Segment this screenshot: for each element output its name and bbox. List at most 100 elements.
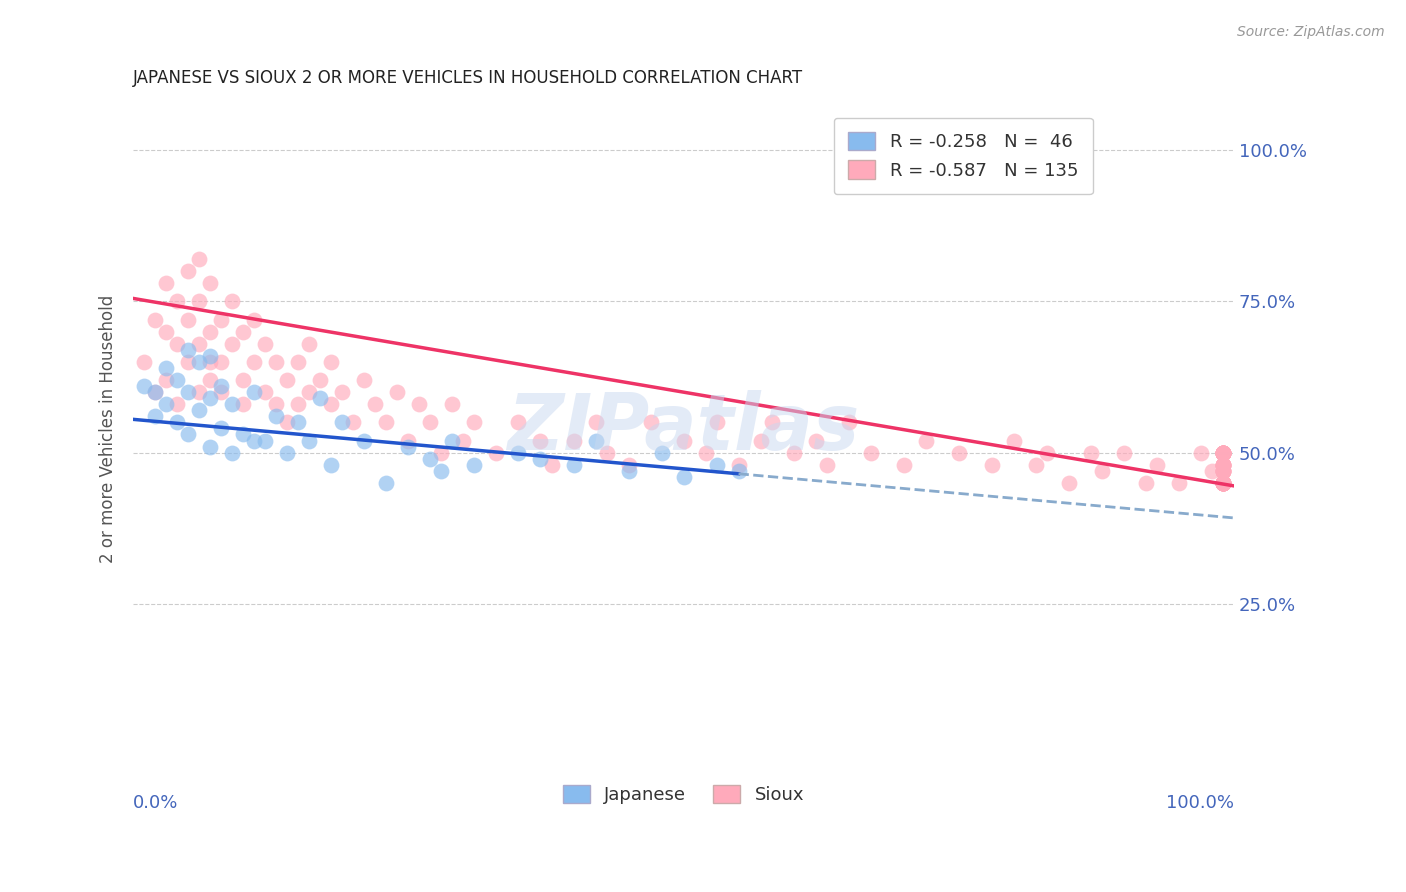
Point: [177, 264, 200, 278]
Point: [332, 416, 354, 430]
Point: [672, 470, 695, 484]
Point: [134, 355, 156, 369]
Point: [1212, 445, 1234, 459]
Point: [287, 397, 309, 411]
Point: [1212, 445, 1234, 459]
Point: [243, 385, 266, 400]
Point: [188, 294, 211, 309]
Point: [353, 373, 375, 387]
Point: [232, 373, 254, 387]
Point: [1002, 434, 1025, 448]
Point: [1212, 445, 1234, 459]
Point: [200, 391, 222, 405]
Point: [617, 458, 640, 472]
Point: [1212, 445, 1234, 459]
Point: [364, 397, 387, 411]
Point: [1212, 475, 1234, 490]
Point: [1212, 458, 1234, 472]
Point: [453, 434, 475, 448]
Point: [1212, 445, 1234, 459]
Point: [155, 397, 177, 411]
Point: [298, 434, 321, 448]
Point: [342, 416, 364, 430]
Point: [562, 458, 585, 472]
Point: [209, 355, 232, 369]
Point: [200, 440, 222, 454]
Point: [177, 312, 200, 326]
Point: [1080, 445, 1102, 459]
Point: [134, 379, 156, 393]
Text: Source: ZipAtlas.com: Source: ZipAtlas.com: [1237, 25, 1385, 39]
Point: [1212, 458, 1234, 472]
Point: [980, 458, 1002, 472]
Text: JAPANESE VS SIOUX 2 OR MORE VEHICLES IN HOUSEHOLD CORRELATION CHART: JAPANESE VS SIOUX 2 OR MORE VEHICLES IN …: [134, 69, 803, 87]
Point: [595, 445, 617, 459]
Point: [166, 294, 188, 309]
Point: [1212, 445, 1234, 459]
Point: [221, 294, 243, 309]
Point: [1212, 475, 1234, 490]
Point: [815, 458, 838, 472]
Point: [706, 458, 728, 472]
Point: [529, 434, 551, 448]
Point: [1212, 464, 1234, 478]
Point: [200, 373, 222, 387]
Point: [143, 385, 166, 400]
Point: [155, 325, 177, 339]
Point: [1212, 475, 1234, 490]
Point: [166, 416, 188, 430]
Point: [672, 434, 695, 448]
Point: [1212, 445, 1234, 459]
Point: [243, 312, 266, 326]
Point: [209, 312, 232, 326]
Point: [893, 458, 915, 472]
Point: [266, 397, 288, 411]
Point: [387, 385, 409, 400]
Point: [782, 445, 804, 459]
Point: [1135, 475, 1157, 490]
Point: [188, 385, 211, 400]
Point: [1212, 445, 1234, 459]
Point: [1212, 445, 1234, 459]
Point: [1212, 458, 1234, 472]
Point: [1212, 445, 1234, 459]
Point: [375, 416, 398, 430]
Point: [1035, 445, 1057, 459]
Point: [232, 397, 254, 411]
Point: [332, 385, 354, 400]
Point: [1201, 464, 1223, 478]
Point: [419, 416, 441, 430]
Point: [254, 434, 277, 448]
Text: 100.0%: 100.0%: [1166, 794, 1234, 812]
Point: [1212, 445, 1234, 459]
Point: [1212, 464, 1234, 478]
Text: 0.0%: 0.0%: [134, 794, 179, 812]
Point: [1212, 458, 1234, 472]
Point: [266, 355, 288, 369]
Point: [485, 445, 508, 459]
Point: [232, 427, 254, 442]
Point: [188, 355, 211, 369]
Point: [562, 434, 585, 448]
Point: [221, 336, 243, 351]
Point: [276, 416, 298, 430]
Point: [1146, 458, 1168, 472]
Point: [441, 434, 464, 448]
Point: [143, 409, 166, 424]
Point: [727, 458, 749, 472]
Point: [143, 312, 166, 326]
Point: [529, 451, 551, 466]
Point: [508, 445, 530, 459]
Point: [761, 416, 783, 430]
Point: [398, 440, 420, 454]
Point: [585, 434, 607, 448]
Point: [321, 458, 343, 472]
Point: [298, 385, 321, 400]
Point: [166, 336, 188, 351]
Point: [1212, 445, 1234, 459]
Point: [1057, 475, 1080, 490]
Point: [309, 391, 332, 405]
Point: [463, 458, 485, 472]
Point: [1212, 475, 1234, 490]
Point: [177, 385, 200, 400]
